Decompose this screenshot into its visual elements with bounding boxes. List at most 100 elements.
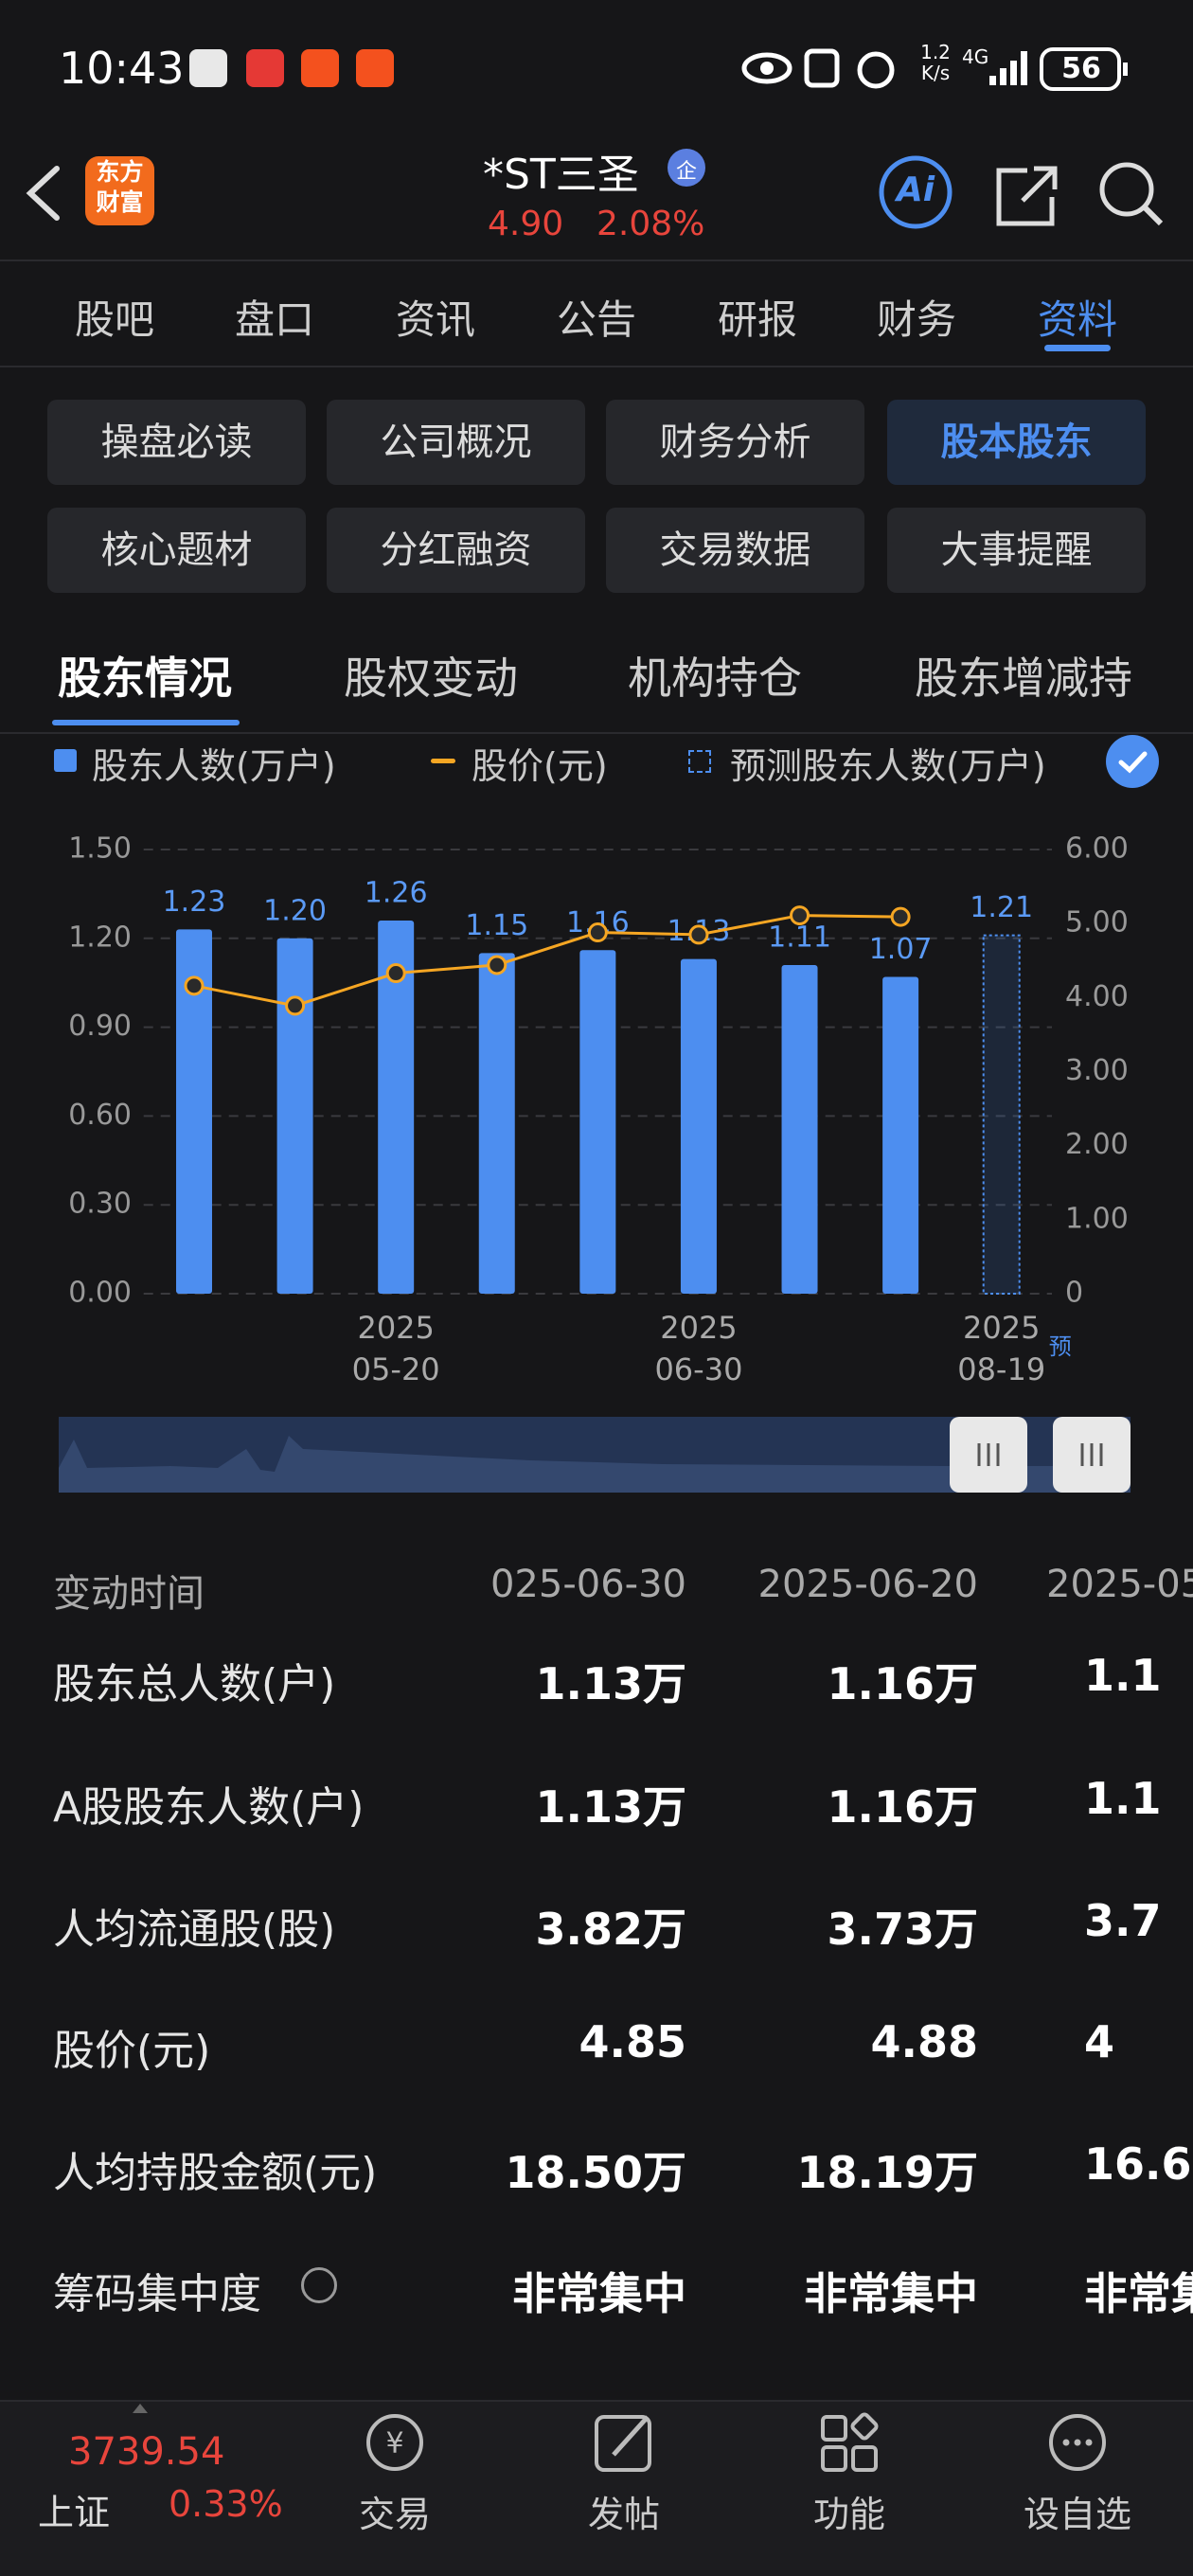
network: 4G [962,45,989,68]
chart: 0.00 0.30 0.60 0.90 1.20 1.50 0 1.00 2.00 3.00 4.0… [68,832,1129,1310]
value-label: 1.21 [970,891,1033,924]
table-header: 变动时间 [53,1572,205,1616]
y2-tick-label: 5.00 [1065,906,1129,939]
y-tick-label: 0.60 [68,1099,132,1132]
back-button[interactable] [26,166,60,221]
index-value: 3739.54 [68,2430,225,2474]
cell: 3.82万 [535,1904,687,1955]
y2-tick-label: 6.00 [1065,832,1129,866]
tab[interactable]: 资料 [1037,296,1117,343]
table-header: 2025-05 [1046,1563,1193,1606]
y2-tick-label: 1.00 [1065,1202,1129,1235]
svg-text:¥: ¥ [385,2427,403,2460]
nav-item[interactable]: 功能 [812,2494,885,2535]
tab[interactable]: 资讯 [395,296,475,343]
cell: 4.85 [579,2016,687,2067]
bar [781,964,818,1294]
legend-label: 股价(元) [472,745,608,787]
index-name: 上证 [38,2492,111,2533]
sub-tab[interactable]: 大事提醒 [887,508,1146,593]
sub-tab[interactable]: 公司概况 [327,400,585,485]
status-time: 10:43 [59,43,185,94]
nav-item[interactable]: 发帖 [587,2494,660,2535]
value-label: 1.20 [263,894,327,927]
row-label: 筹码集中度 [53,2270,261,2318]
legend-marker [688,750,711,773]
search-button[interactable] [1099,162,1154,217]
sub-tab[interactable]: 分红融资 [327,508,585,593]
stock-title: *ST三圣 [483,151,639,199]
section-tab[interactable]: 股东增减持 [915,653,1132,704]
line-point [890,906,911,927]
y-tick-label: 0.90 [68,1010,132,1043]
row-label: 人均流通股(股) [53,1905,336,1954]
badge: 企 [675,160,697,184]
tab[interactable]: 研报 [717,296,797,343]
nav-item[interactable]: 设自选 [1023,2494,1131,2535]
value-label: 1.15 [465,909,528,942]
row-label: 人均持股金额(元) [53,2149,378,2197]
cell: 1.1 [1084,1650,1162,1701]
y-tick-label: 1.50 [68,832,132,866]
section-tab[interactable]: 股权变动 [344,653,518,704]
cell: 1.16万 [827,1781,979,1833]
value-label: 1.26 [365,877,428,910]
range-slider[interactable] [0,1411,1193,1501]
ai-label: Ai [896,170,935,209]
table-header: 2025-06-20 [757,1563,978,1606]
sub-tab[interactable]: 财务分析 [606,400,864,485]
share-button[interactable] [996,166,1058,226]
value-label: 1.11 [768,921,831,954]
y-tick-label: 1.20 [68,921,132,954]
forecast-note: 预 [1048,1333,1072,1360]
chart-area: 0.00 0.30 0.60 0.90 1.20 1.50 0 1.00 2.00 3.00 4.0… [0,739,1193,1402]
x-tick-label: 2025 08-19 [957,1310,1046,1387]
section-tab[interactable]: 机构持仓 [628,653,802,704]
bar [175,929,212,1294]
line-point [285,995,306,1016]
legend-toggle[interactable] [1106,735,1159,788]
check-icon [1118,751,1148,774]
nav-item[interactable]: 交易 [358,2494,431,2535]
legend-label: 预测股东人数(万户) [730,745,1046,787]
tab[interactable]: 公告 [556,296,636,343]
row-label: A股股东人数(户) [53,1783,365,1832]
cell: 3.73万 [827,1904,979,1955]
bar [680,958,717,1294]
cell: 1.13万 [535,1658,687,1709]
logo-bg [85,156,154,225]
line-point [184,975,205,996]
speed-value: 1.2 [920,41,951,63]
tab[interactable]: 股吧 [74,296,154,343]
cell: 4.88 [870,2016,979,2067]
sub-tab[interactable]: 操盘必读 [47,400,306,485]
y2-tick-label: 2.00 [1065,1128,1129,1161]
cell: 非常集中 [512,2268,686,2319]
sub-tab[interactable]: 交易数据 [606,508,864,593]
help-icon[interactable] [301,2267,337,2303]
sub-tab[interactable]: 核心题材 [47,508,306,593]
tab-underline [1044,345,1111,351]
cell: 非常集中 [804,2268,978,2319]
tab[interactable]: 财务 [876,296,956,343]
bar [276,938,313,1294]
section-tab[interactable]: 股东情况 [58,653,232,704]
logo: 东方 财富 [96,158,144,216]
x-tick-label: 2025 06-30 [654,1310,743,1387]
speed-unit: K/s [920,62,951,84]
table-header: 025-06-30 [490,1563,686,1606]
cell: 4 [1084,2016,1115,2067]
divider [0,732,1193,734]
bottom-icons: ¥ [133,2404,1106,2472]
legend-label: 股东人数(万户) [92,745,336,787]
divider [0,366,1193,367]
x-tick-label: 2025 05-20 [351,1310,440,1387]
header-icons [26,149,1164,229]
sub-tab[interactable]: 股本股东 [887,400,1146,485]
line-point [790,905,810,926]
tab[interactable]: 盘口 [234,296,314,343]
ai-button[interactable] [879,155,953,229]
stock-price: 4.90 [488,205,564,243]
y2-tick-label: 0 [1065,1277,1083,1310]
